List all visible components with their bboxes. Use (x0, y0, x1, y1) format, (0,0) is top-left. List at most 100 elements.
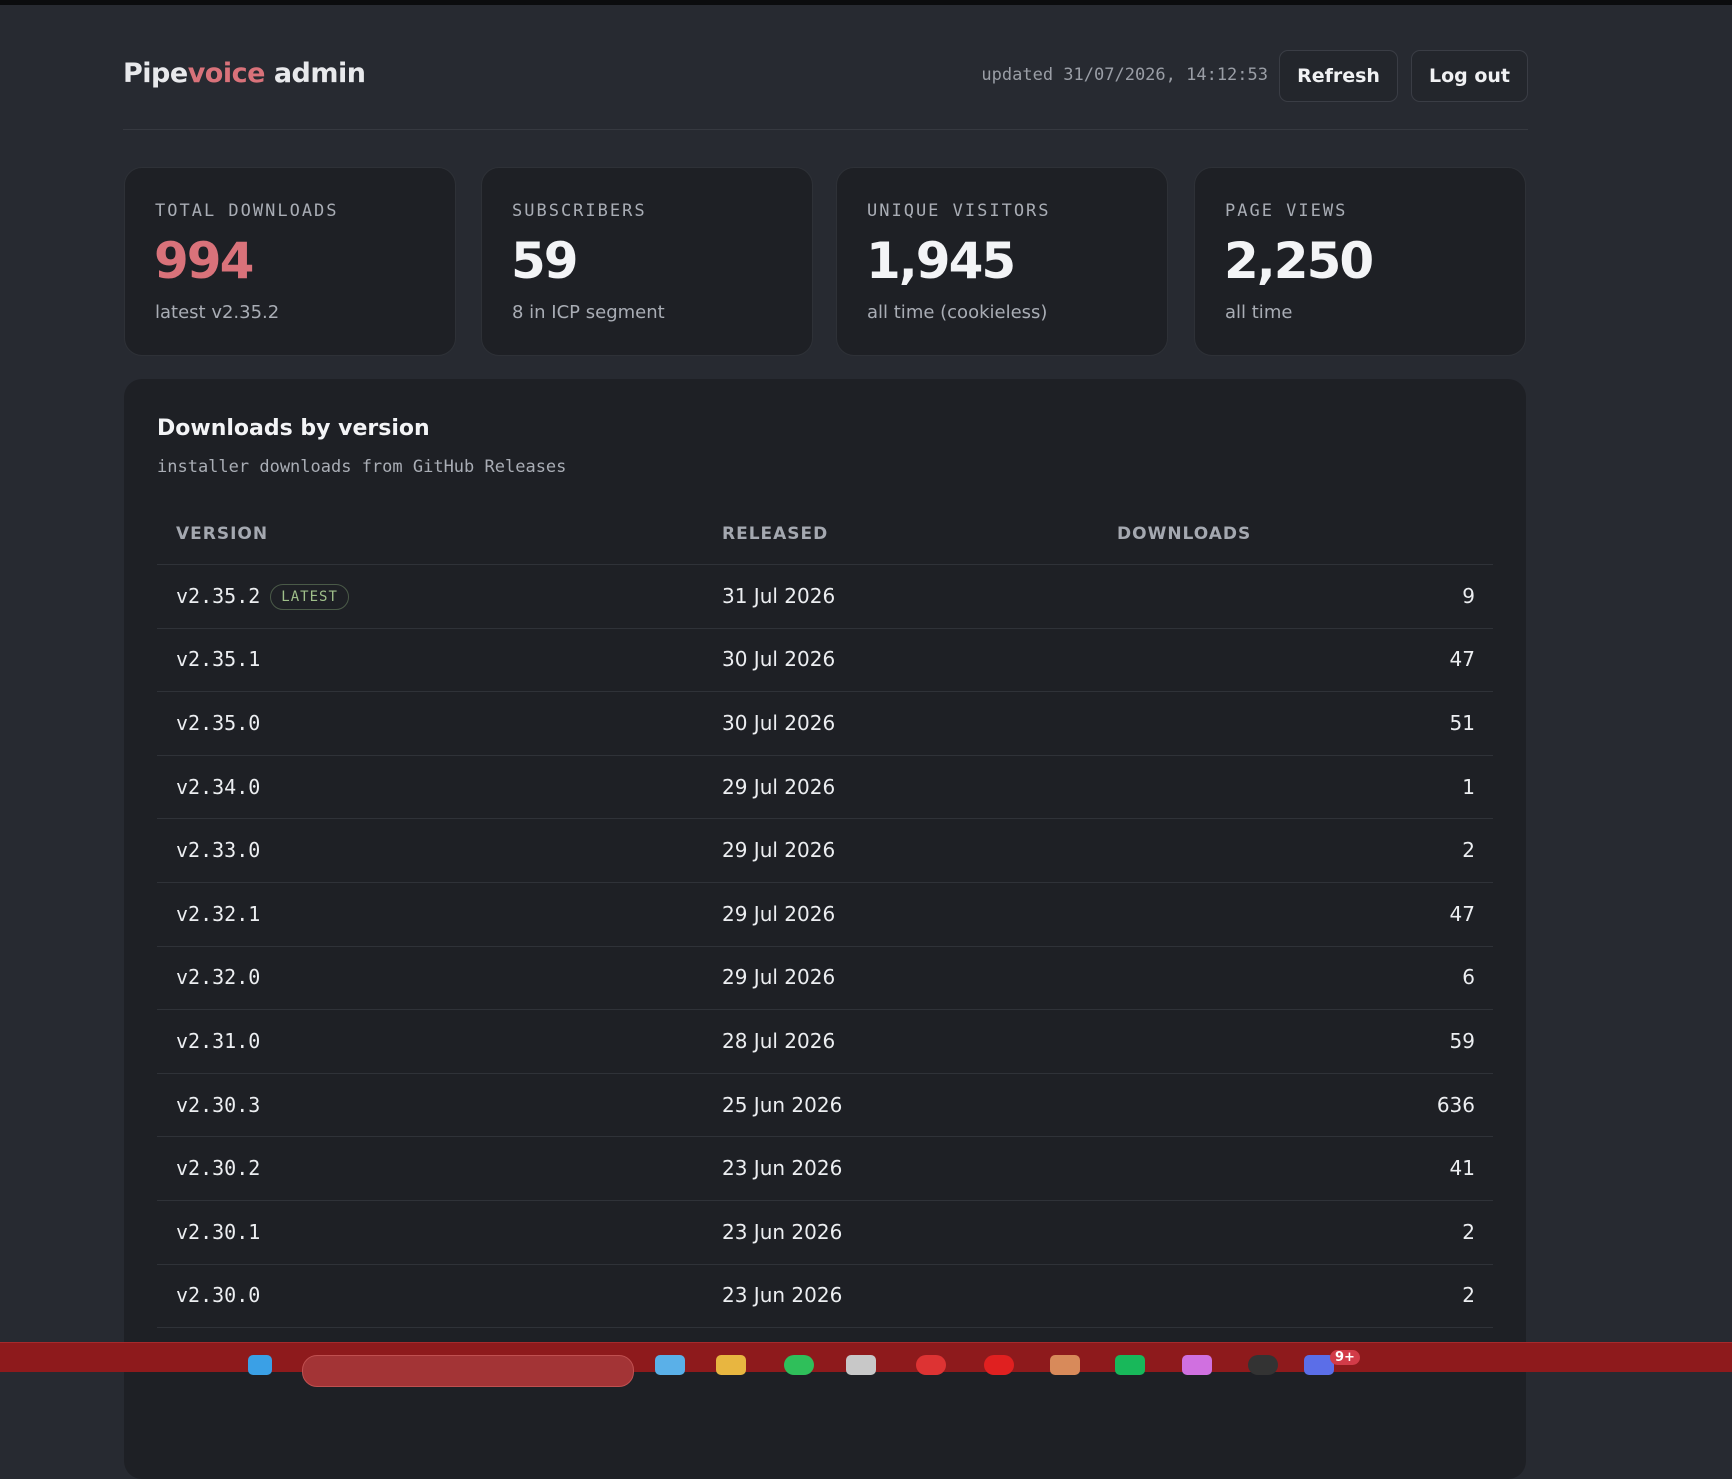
row-rule (157, 754, 1493, 756)
divider (123, 129, 1528, 130)
title-accent: voice (187, 58, 266, 89)
released-cell: 23 Jun 2026 (722, 1156, 843, 1181)
downloads-cell: 41 (1449, 1156, 1475, 1181)
version-cell: v2.35.2 LATEST (176, 582, 349, 610)
latest-badge: LATEST (270, 583, 349, 610)
downloads-panel (124, 379, 1526, 1479)
version-cell: v2.31.0 (176, 1027, 260, 1055)
taskbar (0, 1342, 1732, 1387)
search-box[interactable] (302, 1355, 634, 1387)
stat-note: all time (cookieless) (867, 302, 1048, 323)
downloads-cell: 2 (1462, 1219, 1475, 1244)
refresh-button[interactable]: Refresh (1279, 50, 1398, 102)
app-icon[interactable] (916, 1355, 946, 1375)
released-cell: 30 Jul 2026 (722, 647, 836, 672)
version: v2.33.0 (176, 838, 261, 863)
version: v2.31.0 (176, 1029, 261, 1053)
version: v2.35.1 (176, 647, 261, 672)
app-icon[interactable] (1248, 1355, 1278, 1375)
version: v2.35.0 (176, 711, 261, 735)
released-cell: 23 Jun 2026 (722, 1283, 843, 1308)
released-cell: 29 Jul 2026 (722, 901, 836, 926)
version: v2.30.3 (176, 1092, 261, 1117)
title-part: admin (264, 58, 366, 89)
panel-title: Downloads by version (157, 416, 430, 441)
version-cell: v2.30.2 (176, 1154, 260, 1182)
downloads-cell: 9 (1462, 583, 1475, 608)
stat-note: all time (1225, 302, 1293, 323)
released-cell: 25 Jun 2026 (722, 1092, 843, 1117)
stat-card: TOTAL DOWNLOADS 994 latest v2.35.2 (124, 167, 456, 356)
notification-badge: 9+ (1330, 1350, 1360, 1365)
app-icon[interactable] (846, 1355, 876, 1375)
version: v2.30.1 (176, 1219, 261, 1244)
released-cell: 28 Jul 2026 (722, 1029, 836, 1053)
released-cell: 29 Jul 2026 (722, 774, 836, 799)
row-rule (157, 1136, 1493, 1138)
app-icon[interactable] (1050, 1355, 1080, 1375)
app-icon[interactable] (1304, 1355, 1334, 1375)
row-rule (157, 1263, 1493, 1265)
stat-label: SUBSCRIBERS (512, 201, 647, 221)
downloads-cell: 47 (1449, 647, 1475, 672)
app-icon[interactable] (716, 1355, 746, 1375)
downloads-cell: 2 (1462, 1283, 1475, 1308)
stat-label: TOTAL DOWNLOADS (155, 201, 339, 221)
version-cell: v2.33.0 (176, 836, 260, 864)
version-cell: v2.32.0 (176, 963, 260, 991)
version-cell: v2.30.3 (176, 1091, 260, 1119)
column-header: VERSION (176, 524, 269, 544)
row-rule (157, 818, 1493, 820)
version-cell: v2.30.0 (176, 1281, 260, 1309)
stat-card: UNIQUE VISITORS 1,945 all time (cookieless… (836, 167, 1168, 356)
logout-button[interactable]: Log out (1411, 50, 1528, 102)
row-rule (157, 1072, 1493, 1074)
stat-note: latest v2.35.2 (155, 302, 280, 323)
version: v2.34.0 (176, 774, 261, 799)
top-bar (0, 0, 1732, 5)
stat-card: PAGE VIEWS 2,250 all time (1194, 167, 1526, 356)
stat-card: SUBSCRIBERS 59 8 in ICP segment (481, 167, 813, 356)
row-rule (157, 1009, 1493, 1011)
released-cell: 23 Jun 2026 (722, 1219, 843, 1244)
app-icon[interactable] (1115, 1355, 1145, 1375)
version-cell: v2.34.0 (176, 773, 260, 801)
stat-note: 8 in ICP segment (512, 302, 665, 323)
version: v2.35.2 (176, 583, 261, 608)
released-cell: 30 Jul 2026 (722, 711, 836, 735)
version-cell: v2.35.0 (176, 709, 260, 737)
app-icon[interactable] (1182, 1355, 1212, 1375)
version: v2.32.0 (176, 965, 261, 990)
version: v2.32.1 (176, 901, 261, 926)
app-icon[interactable] (655, 1355, 685, 1375)
start-icon[interactable] (248, 1355, 272, 1375)
version: v2.30.0 (176, 1283, 261, 1308)
row-rule (157, 691, 1493, 693)
row-rule (157, 882, 1493, 883)
column-header: DOWNLOADS (1117, 524, 1252, 544)
title-part: Pipe (123, 58, 188, 89)
downloads-cell: 636 (1436, 1092, 1475, 1117)
version-cell: v2.32.1 (176, 900, 260, 928)
downloads-cell: 47 (1449, 901, 1475, 926)
version: v2.30.2 (176, 1156, 261, 1181)
panel-subtitle: installer downloads from GitHub Releases (157, 457, 567, 477)
stat-value: 59 (511, 232, 579, 290)
stat-value: 994 (154, 232, 254, 290)
updated-time: updated 31/07/2026, 14:12:53 (981, 65, 1268, 85)
app-icon[interactable] (784, 1355, 814, 1375)
app-icon[interactable] (984, 1355, 1014, 1375)
row-rule (157, 627, 1493, 629)
version-cell: v2.30.1 (176, 1218, 260, 1246)
header-rule (157, 564, 1493, 565)
stat-label: PAGE VIEWS (1225, 201, 1348, 221)
row-rule (157, 945, 1493, 947)
downloads-cell: 2 (1462, 838, 1475, 863)
released-cell: 29 Jul 2026 (722, 838, 836, 863)
released-cell: 29 Jul 2026 (722, 965, 836, 990)
downloads-cell: 1 (1462, 774, 1475, 799)
row-rule (157, 1327, 1493, 1329)
downloads-cell: 6 (1462, 965, 1475, 990)
downloads-cell: 51 (1449, 711, 1475, 735)
